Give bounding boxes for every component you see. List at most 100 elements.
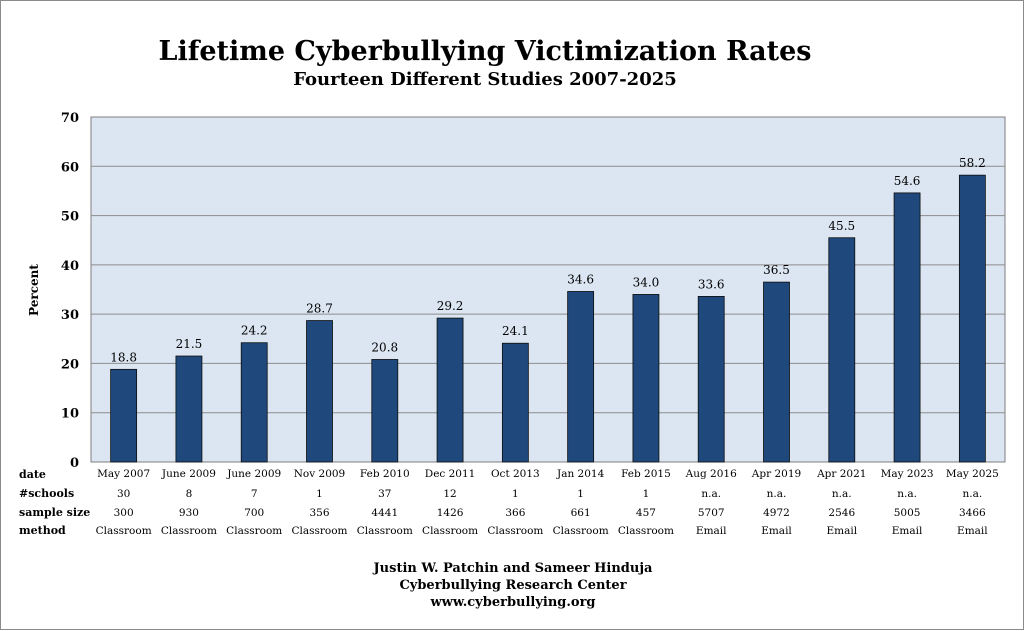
- table-cell-method-14: Email: [957, 525, 988, 537]
- bar-14: [958, 174, 986, 463]
- table-cell-sample-size-9: 457: [636, 507, 656, 519]
- table-cell-method-11: Email: [761, 525, 792, 537]
- table-row-header-3: sample size: [19, 506, 90, 519]
- data-table: May 2007 June 2009 June 2009 Nov 2009 Feb 20…: [96, 468, 999, 537]
- table-cell-method-8: Classroom: [553, 525, 609, 537]
- table-cell-schools-3: 7: [251, 488, 258, 500]
- data-label-7: 24.1: [502, 324, 529, 338]
- bar-3: [240, 342, 268, 463]
- bar-10: [697, 295, 725, 463]
- table-cell-method-6: Classroom: [422, 525, 478, 537]
- table-row-header-2: #schools: [19, 487, 74, 500]
- y-axis-label: Percent: [27, 264, 41, 316]
- table-cell-sample-size-3: 700: [244, 507, 264, 519]
- table-cell-method-2: Classroom: [161, 525, 217, 537]
- table-row-headers: date #schools sample size method: [19, 468, 90, 537]
- table-cell-date-7: Oct 2013: [491, 468, 540, 480]
- table-cell-sample-size-14: 3466: [959, 507, 986, 519]
- table-cell-date-6: Dec 2011: [425, 468, 476, 480]
- bar-6: [436, 317, 464, 463]
- table-cell-schools-4: 1: [316, 488, 323, 500]
- data-label-1: 18.8: [110, 350, 137, 364]
- y-tick-label-30: 30: [61, 308, 79, 323]
- y-tick-label-20: 20: [61, 357, 79, 372]
- y-tick-label-50: 50: [61, 210, 79, 225]
- table-cell-method-3: Classroom: [226, 525, 282, 537]
- bar-series: [110, 174, 986, 463]
- table-cell-sample-size-12: 2546: [828, 507, 855, 519]
- data-labels: 18.8 21.5 24.2 28.7 20.8 29.2 24.1 34.6 34.0 33.6…: [110, 156, 985, 364]
- data-label-10: 33.6: [698, 277, 725, 291]
- footer-website: www.cyberbullying.org: [429, 595, 595, 610]
- table-cell-schools-2: 8: [186, 488, 193, 500]
- footer-authors: Justin W. Patchin and Sameer Hinduja: [373, 561, 653, 576]
- table-cell-schools-7: 1: [512, 488, 519, 500]
- y-tick-label-40: 40: [61, 259, 79, 274]
- table-cell-method-9: Classroom: [618, 525, 674, 537]
- table-cell-date-10: Aug 2016: [685, 468, 737, 480]
- data-label-14: 58.2: [959, 156, 986, 170]
- table-cell-schools-12: n.a.: [832, 488, 852, 500]
- table-cell-schools-5: 37: [378, 488, 391, 500]
- table-cell-schools-8: 1: [577, 488, 584, 500]
- y-tick-label-0: 0: [70, 456, 79, 471]
- table-cell-schools-13: n.a.: [897, 488, 917, 500]
- data-label-4: 28.7: [306, 302, 333, 316]
- data-label-12: 45.5: [828, 219, 855, 233]
- data-label-2: 21.5: [176, 337, 203, 351]
- data-label-8: 34.6: [567, 272, 594, 286]
- table-cell-method-7: Classroom: [487, 525, 543, 537]
- table-cell-schools-11: n.a.: [767, 488, 787, 500]
- table-cell-method-12: Email: [826, 525, 857, 537]
- bar-5: [371, 359, 399, 463]
- table-cell-date-1: May 2007: [97, 468, 150, 480]
- bar-12: [828, 237, 856, 463]
- table-cell-sample-size-10: 5707: [698, 507, 725, 519]
- chart-title: Lifetime Cyberbullying Victimization Rat…: [159, 36, 812, 67]
- table-cell-date-13: May 2023: [881, 468, 934, 480]
- table-cell-date-8: Jan 2014: [556, 468, 605, 480]
- table-cell-method-1: Classroom: [96, 525, 152, 537]
- data-label-11: 36.5: [763, 263, 790, 277]
- table-cell-schools-14: n.a.: [963, 488, 983, 500]
- table-cell-schools-6: 12: [443, 488, 456, 500]
- table-cell-sample-size-8: 661: [571, 507, 591, 519]
- table-cell-date-5: Feb 2010: [360, 468, 410, 480]
- y-tick-label-60: 60: [61, 160, 79, 175]
- table-cell-date-3: June 2009: [226, 468, 281, 480]
- table-cell-sample-size-4: 356: [309, 507, 329, 519]
- bar-1: [110, 368, 138, 463]
- chart-subtitle: Fourteen Different Studies 2007-2025: [293, 69, 677, 90]
- table-row-header-1: date: [19, 468, 46, 481]
- table-row-header-4: method: [19, 524, 66, 537]
- data-label-9: 34.0: [633, 275, 660, 289]
- table-cell-schools-10: n.a.: [701, 488, 721, 500]
- bar-11: [763, 281, 790, 463]
- table-cell-method-5: Classroom: [357, 525, 413, 537]
- table-cell-method-13: Email: [892, 525, 923, 537]
- bar-7: [501, 342, 529, 463]
- y-tick-label-10: 10: [61, 407, 79, 422]
- plot-area: [90, 116, 1006, 463]
- table-cell-schools-9: 1: [643, 488, 650, 500]
- bar-2: [175, 355, 203, 463]
- table-cell-sample-size-2: 930: [179, 507, 199, 519]
- table-cell-sample-size-13: 5005: [894, 507, 921, 519]
- table-cell-sample-size-6: 1426: [437, 507, 464, 519]
- table-cell-date-9: Feb 2015: [621, 468, 671, 480]
- bar-4: [306, 320, 333, 463]
- table-cell-sample-size-7: 366: [505, 507, 525, 519]
- table-cell-method-4: Classroom: [291, 525, 347, 537]
- y-tick-label-70: 70: [61, 111, 79, 126]
- bar-13: [893, 192, 921, 463]
- data-label-5: 20.8: [371, 340, 398, 354]
- table-cell-schools-1: 30: [117, 488, 130, 500]
- table-cell-sample-size-1: 300: [114, 507, 134, 519]
- table-cell-method-10: Email: [696, 525, 727, 537]
- data-label-6: 29.2: [437, 299, 464, 313]
- bar-9: [632, 294, 660, 463]
- table-cell-date-12: Apr 2021: [816, 468, 866, 480]
- data-label-3: 24.2: [241, 324, 268, 338]
